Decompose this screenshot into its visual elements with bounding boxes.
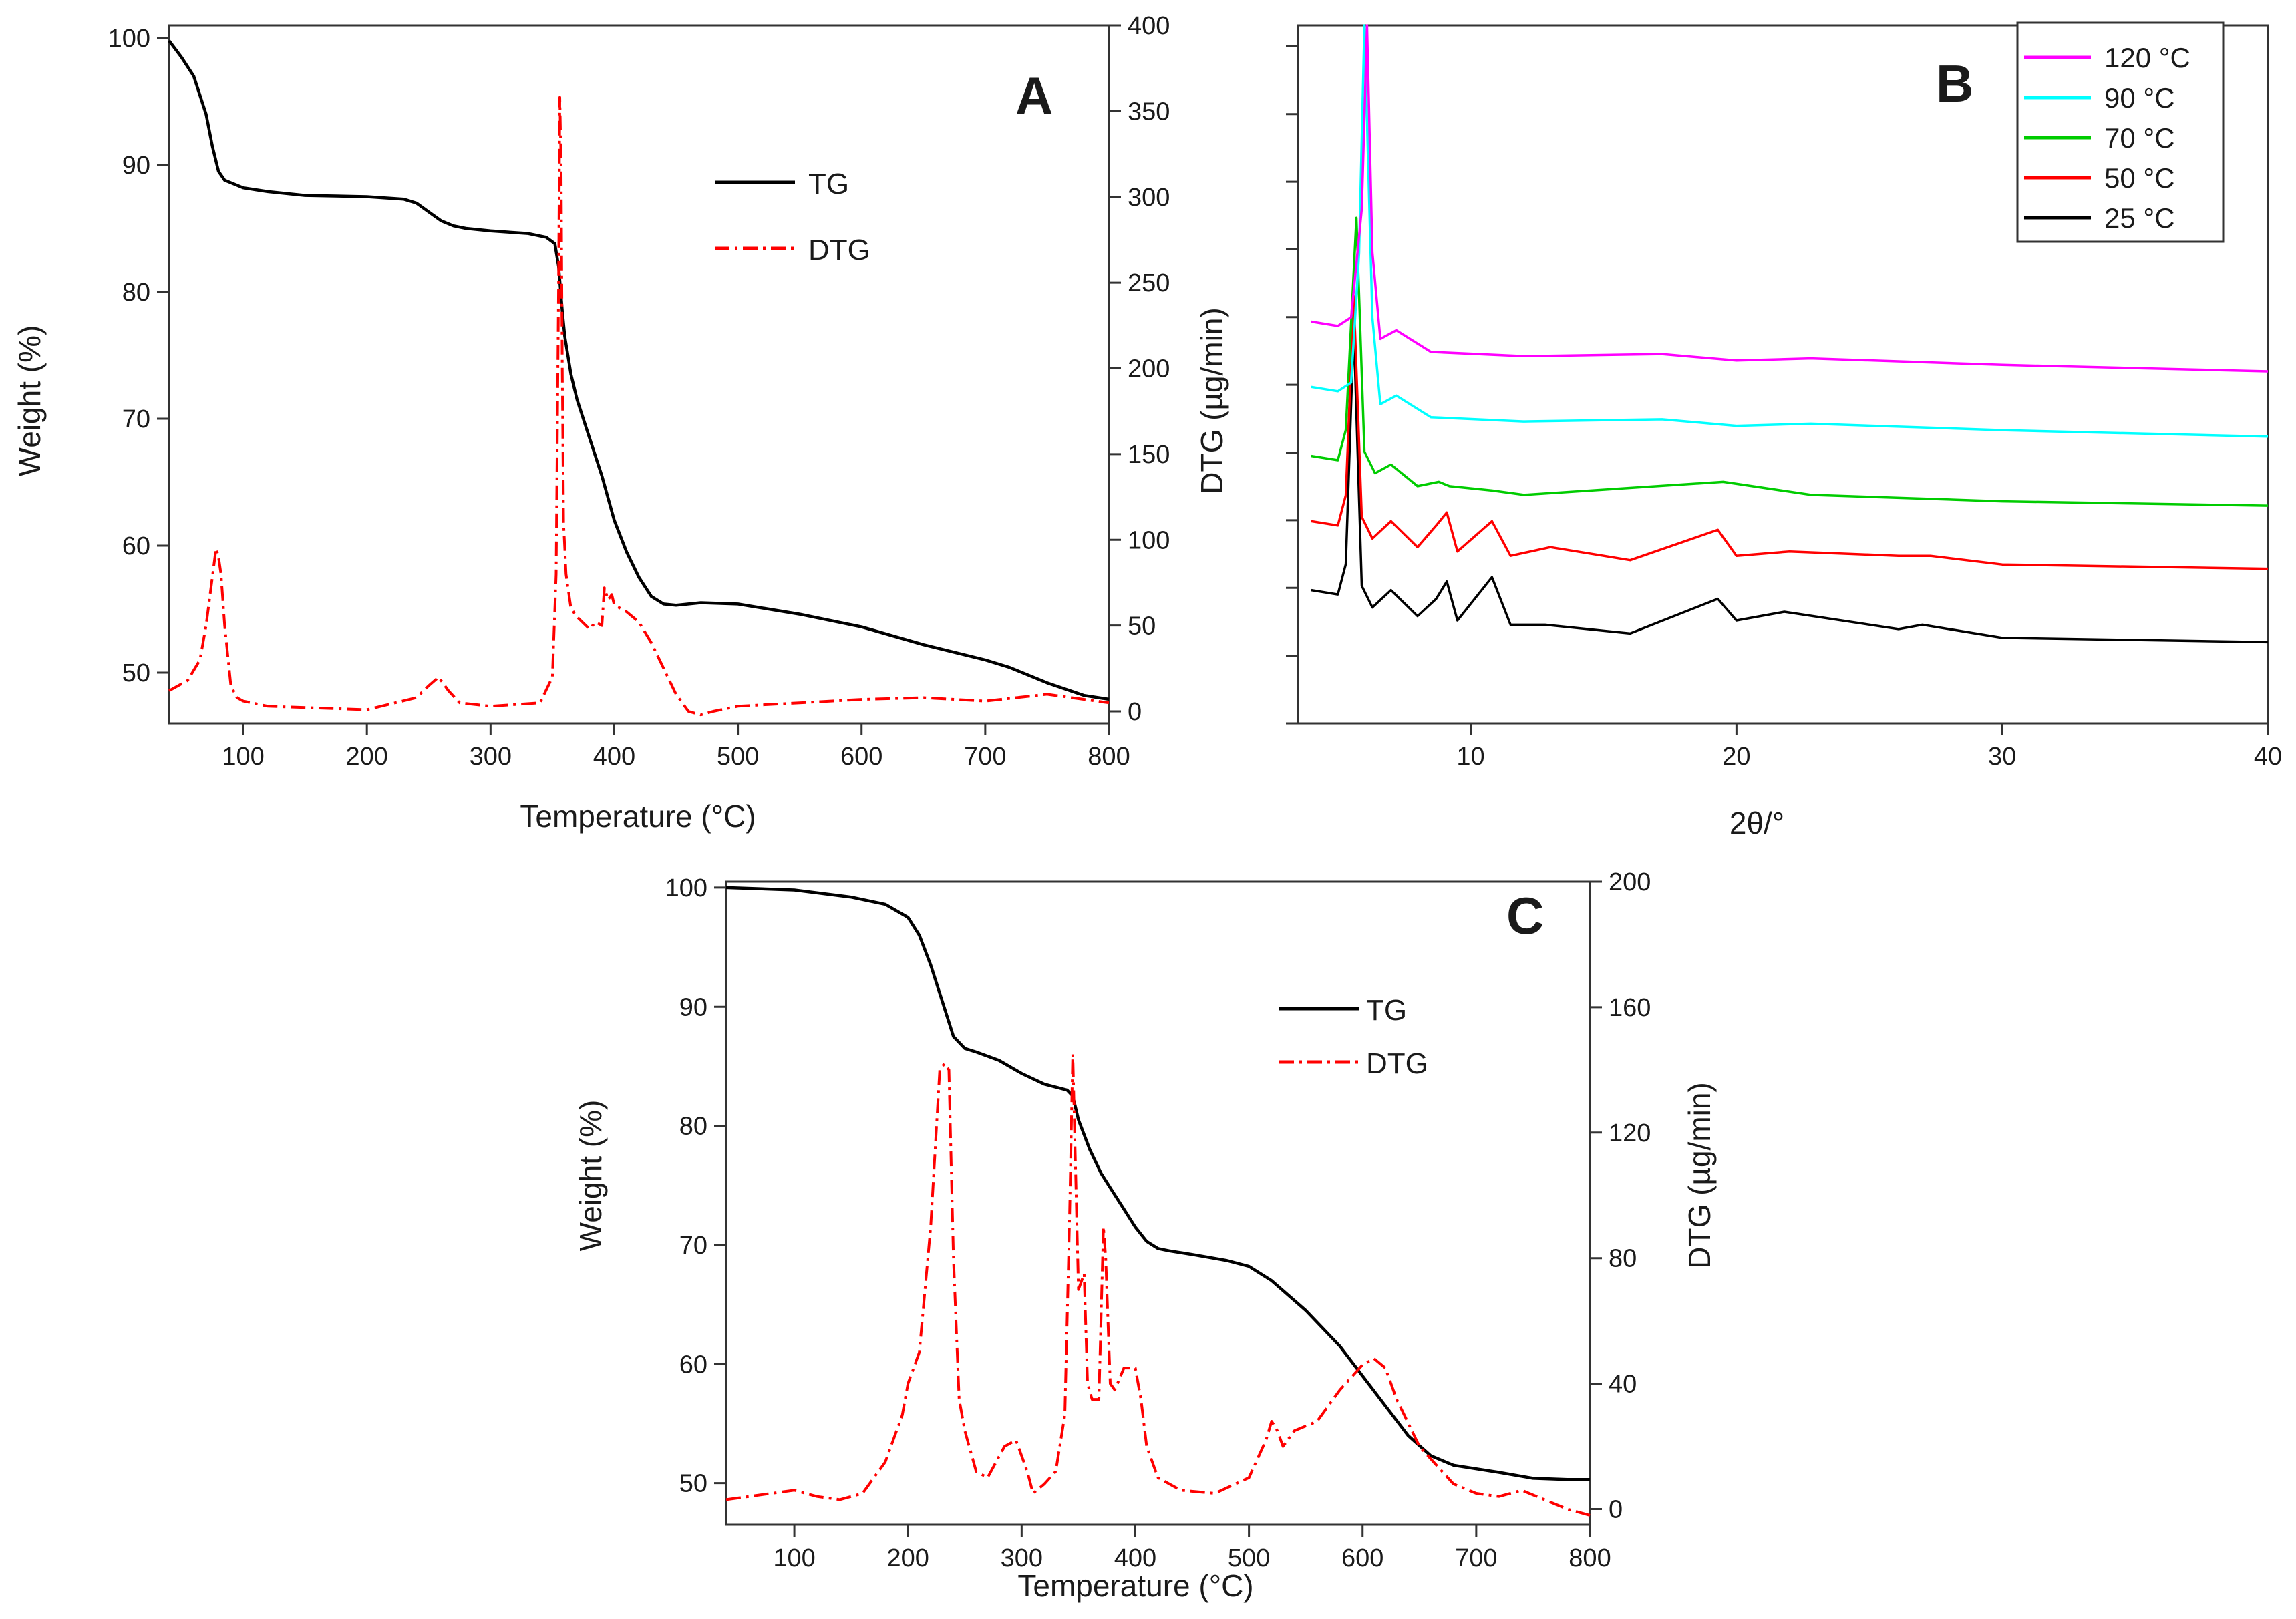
panel-a-frame (168, 24, 1110, 725)
panel-a-y2tick-label: 350 (1128, 98, 1170, 126)
panel-c-ytick-label: 80 (679, 1113, 707, 1141)
panel-a-y2tick-label: 0 (1128, 698, 1142, 726)
panel-c-series-dtg (725, 1053, 1591, 1517)
panel-c-ytick-label: 90 (679, 993, 707, 1021)
panel-b-legend-label: 25 °C (2104, 202, 2175, 234)
panel-c-legend-tg: TG (1366, 994, 1407, 1027)
panel-b-legend-label: 90 °C (2104, 82, 2175, 114)
panel-b-axes: 10 20 30 40 (1286, 24, 2282, 771)
panel-a-xtick-label: 700 (964, 743, 1006, 771)
panel-a-y2label: DTG (µg/min) (1194, 307, 1229, 494)
panel-a-xtick-label: 300 (470, 743, 512, 771)
panel-c-xtick-label: 400 (1114, 1544, 1156, 1572)
panel-a-legend-tg: TG (808, 168, 849, 200)
panel-b-label: B (1936, 54, 1973, 113)
panel-b-xtick-label: 20 (1722, 743, 1750, 771)
panel-c-ytick-label: 60 (679, 1351, 707, 1379)
panel-c: 100 200 300 400 500 600 700 800 50 60 70 80 90 100 0 40… (573, 868, 1717, 1603)
panel-c-label: C (1506, 886, 1544, 945)
panel-a-xlabel: Temperature (°C) (520, 799, 756, 834)
panel-b-legend-label: 50 °C (2104, 162, 2175, 194)
panel-a-y2tick-label: 200 (1128, 355, 1170, 383)
panel-b-legend-label: 70 °C (2104, 122, 2175, 154)
panel-b-legend: 120 °C 90 °C 70 °C 50 °C 25 °C (2024, 42, 2190, 234)
panel-c-y2tick-label: 200 (1609, 868, 1651, 896)
panel-c-ytick-label: 100 (665, 874, 707, 902)
panel-b-series-120c (1311, 24, 2269, 373)
panel-a-xtick-label: 600 (840, 743, 882, 771)
panel-a-ytick-label: 80 (122, 279, 150, 307)
panel-b-xtick-label: 30 (1988, 743, 2016, 771)
panel-a-xtick-label: 400 (593, 743, 635, 771)
panel-c-y2label: DTG (µg/min) (1682, 1082, 1717, 1269)
panel-b-xtick-label: 10 (1456, 743, 1484, 771)
panel-c-frame (725, 880, 1591, 1526)
panel-a-y2tick-label: 250 (1128, 269, 1170, 297)
panel-a-xtick-label: 200 (346, 743, 388, 771)
panel-c-xtick-label: 500 (1228, 1544, 1270, 1572)
panel-c-xtick-label: 700 (1455, 1544, 1497, 1572)
panel-a-xtick-label: 500 (717, 743, 759, 771)
panel-a-axes: 100 200 300 400 500 600 700 800 50 60 70 80 90 100 0 50… (108, 12, 1170, 771)
panel-a-y2tick-label: 400 (1128, 12, 1170, 40)
panel-a-y2tick-label: 50 (1128, 612, 1156, 641)
panel-b-xtick-label: 40 (2254, 743, 2282, 771)
panel-a-ytick-label: 50 (122, 659, 150, 687)
panel-b-series-25c (1311, 325, 2269, 644)
panel-c-ylabel: Weight (%) (573, 1100, 608, 1252)
panel-c-xtick-label: 600 (1341, 1544, 1383, 1572)
panel-a-y2tick-label: 100 (1128, 526, 1170, 554)
panel-a-y2tick-label: 300 (1128, 184, 1170, 212)
panel-a-xtick-label: 100 (222, 743, 264, 771)
panel-b-series-50c (1311, 295, 2269, 570)
panel-c-legend-dtg: DTG (1366, 1047, 1428, 1080)
panel-c-y2tick-label: 0 (1609, 1496, 1623, 1524)
panel-b-series-70c (1311, 216, 2269, 507)
panel-c-xtick-label: 100 (773, 1544, 815, 1572)
panel-c-y2tick-label: 80 (1609, 1245, 1637, 1273)
panel-c-axes: 100 200 300 400 500 600 700 800 50 60 70 80 90 100 0 40… (665, 868, 1651, 1572)
panel-a-ytick-label: 100 (108, 25, 150, 53)
panel-a-ytick-label: 60 (122, 532, 150, 560)
panel-a-ylabel: Weight (%) (12, 325, 47, 477)
panel-a-series-dtg (168, 96, 1110, 717)
panel-b-xlabel: 2θ/° (1730, 805, 1784, 840)
panel-a-ytick-label: 90 (122, 152, 150, 180)
panel-b: 10 20 30 40 B 2θ/° 120 °C 90 °C 70 °C 50 °C 25 … (1286, 21, 2282, 840)
panel-b-frame (1297, 24, 2269, 725)
panel-a-xtick-label: 800 (1088, 743, 1130, 771)
panel-c-ytick-label: 50 (679, 1470, 707, 1498)
panel-a-series-tg (168, 39, 1110, 701)
panel-c-xtick-label: 300 (1001, 1544, 1043, 1572)
panel-a: 100 200 300 400 500 600 700 800 50 60 70 80 90 100 0 50… (12, 12, 1229, 834)
panel-c-y2tick-label: 40 (1609, 1371, 1637, 1399)
panel-b-legend-label: 120 °C (2104, 42, 2190, 73)
panel-c-ytick-label: 70 (679, 1232, 707, 1260)
panel-c-xtick-label: 800 (1569, 1544, 1611, 1572)
panel-a-ytick-label: 70 (122, 405, 150, 433)
panel-c-y2tick-label: 160 (1609, 994, 1651, 1022)
panel-b-series-90c (1311, 24, 2269, 438)
panel-c-series-tg (725, 886, 1590, 1481)
panel-a-y2tick-label: 150 (1128, 441, 1170, 469)
panel-c-xtick-label: 200 (887, 1544, 929, 1572)
panel-c-y2tick-label: 120 (1609, 1119, 1651, 1147)
panel-a-label: A (1015, 66, 1053, 125)
panel-a-legend-dtg: DTG (808, 234, 870, 266)
panel-c-xlabel: Temperature (°C) (1017, 1568, 1253, 1603)
panel-b-legend-box (2016, 21, 2225, 243)
